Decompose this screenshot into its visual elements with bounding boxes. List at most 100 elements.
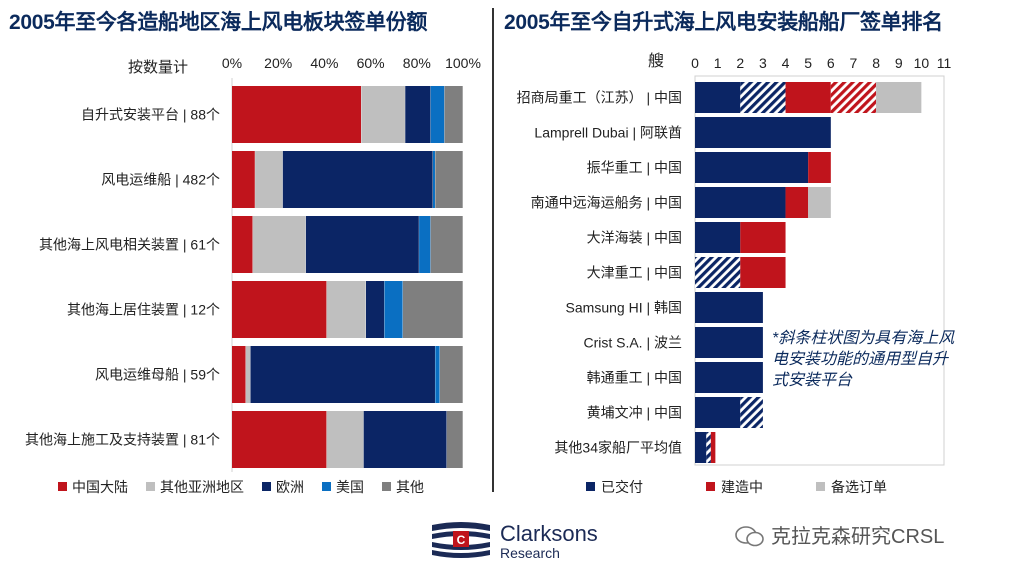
left-x-tick-label: 0% xyxy=(222,55,242,71)
left-bar-segment xyxy=(435,346,440,403)
left-x-tick-label: 80% xyxy=(403,55,431,71)
left-legend-swatch xyxy=(322,482,331,491)
right-category-label: 大津重工 | 中国 xyxy=(587,265,682,281)
right-stacked-bar-chart: 艘 0 1 2 3 4 5 6 7 8 9 10 11 招商局重工（江苏） | 中国 Lamprell Du… xyxy=(517,52,952,495)
left-bar-segment xyxy=(232,216,253,273)
right-x-tick-label: 2 xyxy=(736,55,744,71)
right-bar-segment xyxy=(706,432,711,463)
left-category-label: 其他海上风电相关装置 | 61个 xyxy=(39,237,220,253)
left-bar-segment xyxy=(232,411,327,468)
left-x-axis-label: 按数量计 xyxy=(128,59,188,76)
left-bar-segment xyxy=(363,411,447,468)
right-bar-segment xyxy=(830,82,877,113)
right-legend-swatch xyxy=(816,482,825,491)
left-legend-label: 中国大陆 xyxy=(72,479,128,495)
right-category-label: Samsung HI | 韩国 xyxy=(566,300,682,316)
right-x-tick-label: 11 xyxy=(937,55,952,71)
right-bar-segment xyxy=(695,82,741,113)
left-bar-segment xyxy=(245,346,251,403)
svg-text:C: C xyxy=(457,533,466,547)
panel-divider xyxy=(492,8,494,492)
left-legend-label: 美国 xyxy=(336,479,364,495)
left-x-tick-label: 100% xyxy=(445,55,481,71)
left-bar-segment xyxy=(365,281,385,338)
left-bar-segment xyxy=(430,86,445,143)
left-stacked-bar-chart: 按数量计 0% 20% 40% 60% 80% 100% 自升式安装平台 | 88个风电运维船… xyxy=(25,55,481,495)
right-bar-segment xyxy=(785,187,809,218)
right-bar-segment xyxy=(740,257,786,288)
left-bar-segment xyxy=(419,216,431,273)
left-x-tick-label: 60% xyxy=(357,55,385,71)
right-x-tick-label: 10 xyxy=(914,55,930,71)
watermark: 克拉克森研究CRSL xyxy=(735,520,944,549)
left-category-label: 风电运维船 | 482个 xyxy=(101,172,220,188)
right-bar-segment xyxy=(695,362,763,393)
wechat-icon xyxy=(735,526,764,547)
right-category-label: 招商局重工（江苏） | 中国 xyxy=(517,90,682,106)
left-category-label: 其他海上居住装置 | 12个 xyxy=(67,302,220,318)
right-category-label: 大洋海装 | 中国 xyxy=(587,230,682,246)
left-legend-swatch xyxy=(58,482,67,491)
right-bar-segment xyxy=(740,222,786,253)
right-legend-swatch xyxy=(706,482,715,491)
right-category-label: Crist S.A. | 波兰 xyxy=(583,335,682,351)
right-bar-segment xyxy=(695,257,741,288)
left-bar-segment xyxy=(232,151,256,208)
right-category-label: 韩通重工 | 中国 xyxy=(587,370,682,386)
right-category-label: Lamprell Dubai | 阿联酋 xyxy=(534,125,682,141)
left-bar-segment xyxy=(232,281,327,338)
left-category-label: 自升式安装平台 | 88个 xyxy=(81,107,220,123)
left-bar-segment xyxy=(252,216,306,273)
right-category-label: 其他34家船厂平均值 xyxy=(554,440,682,456)
right-bar-segment xyxy=(695,327,763,358)
left-category-label: 其他海上施工及支持装置 | 81个 xyxy=(25,432,220,448)
logo-name: Clarksons xyxy=(500,521,598,546)
right-x-tick-label: 8 xyxy=(872,55,880,71)
right-x-tick-label: 6 xyxy=(827,55,835,71)
right-bar-segment xyxy=(740,82,786,113)
clarksons-logo-icon: C xyxy=(430,517,492,561)
right-x-tick-label: 7 xyxy=(850,55,858,71)
left-x-tick-label: 20% xyxy=(264,55,292,71)
left-bar-segment xyxy=(361,86,406,143)
right-bar-segment xyxy=(695,187,786,218)
left-legend-label: 欧洲 xyxy=(276,479,304,495)
left-bar-segment xyxy=(232,86,362,143)
left-bar-segment xyxy=(255,151,283,208)
right-bar-segment xyxy=(695,292,763,323)
left-bar-segment xyxy=(232,346,246,403)
right-legend-label: 建造中 xyxy=(721,479,763,495)
left-bar-segment xyxy=(384,281,403,338)
left-legend-label: 其他亚洲地区 xyxy=(160,479,244,495)
clarksons-logo: C Clarksons Research xyxy=(430,517,630,567)
logo-sub: Research xyxy=(500,545,560,561)
left-bar-segment xyxy=(326,411,364,468)
hatched-bar-note: *斜条柱状图为具有海上风电安装功能的通用型自升式安装平台 xyxy=(772,330,955,389)
right-x-tick-label: 0 xyxy=(691,55,699,71)
right-bar-segment xyxy=(695,117,831,148)
right-bar-segment xyxy=(695,432,707,463)
right-x-tick-label: 9 xyxy=(895,55,903,71)
right-bar-segment xyxy=(785,82,831,113)
right-x-tick-label: 1 xyxy=(714,55,722,71)
right-category-label: 南通中远海运船务 | 中国 xyxy=(531,195,682,211)
left-bar-segment xyxy=(444,86,463,143)
left-x-tick-label: 40% xyxy=(310,55,338,71)
right-bar-segment xyxy=(808,187,831,218)
left-legend-swatch xyxy=(382,482,391,491)
right-category-label: 黄埔文冲 | 中国 xyxy=(587,405,682,421)
right-category-label: 振华重工 | 中国 xyxy=(587,160,682,176)
left-bar-segment xyxy=(402,281,463,338)
left-bar-segment xyxy=(282,151,433,208)
right-bar-segment xyxy=(710,432,716,463)
watermark-text: 克拉克森研究CRSL xyxy=(771,526,945,548)
right-x-axis-label: 艘 xyxy=(648,52,664,70)
right-x-tick-label: 4 xyxy=(782,55,790,71)
left-legend-swatch xyxy=(146,482,155,491)
left-bar-segment xyxy=(430,216,463,273)
left-bar-segment xyxy=(326,281,366,338)
left-bar-segment xyxy=(432,151,436,208)
right-bar-segment xyxy=(740,397,763,428)
right-legend-label: 备选订单 xyxy=(831,479,887,495)
right-legend-label: 已交付 xyxy=(601,479,643,495)
